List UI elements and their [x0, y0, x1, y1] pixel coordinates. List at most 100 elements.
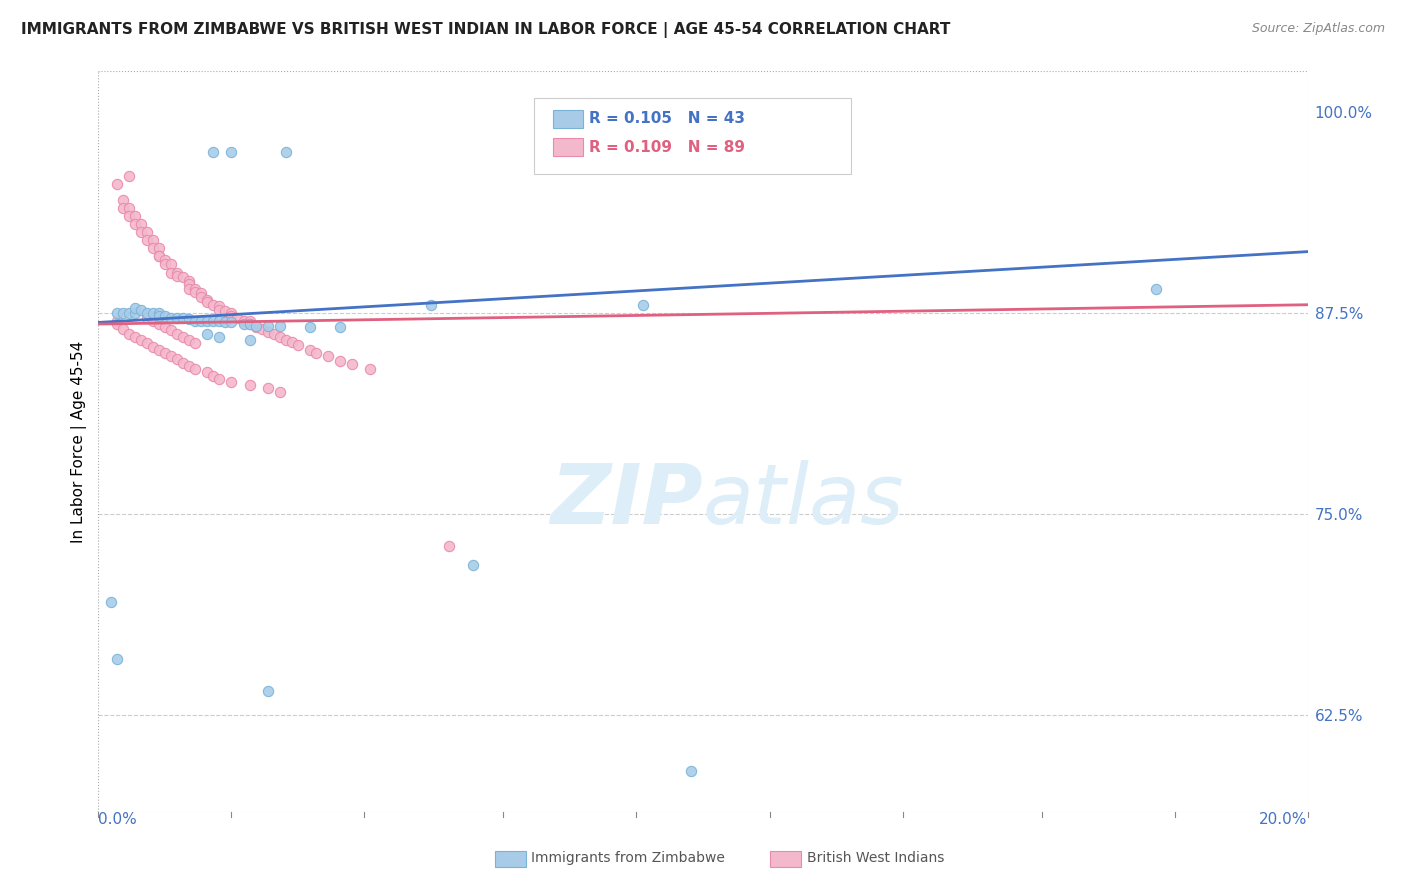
- Point: [148, 309, 170, 323]
- Point: [195, 365, 218, 379]
- Point: [281, 334, 304, 349]
- Point: [124, 330, 146, 344]
- Point: [142, 306, 165, 320]
- Point: [263, 326, 285, 341]
- Point: [142, 241, 165, 255]
- Point: [142, 340, 165, 354]
- Point: [437, 539, 460, 553]
- Point: [190, 286, 212, 301]
- Point: [124, 301, 146, 315]
- Point: [299, 320, 322, 334]
- Text: IMMIGRANTS FROM ZIMBABWE VS BRITISH WEST INDIAN IN LABOR FORCE | AGE 45-54 CORRE: IMMIGRANTS FROM ZIMBABWE VS BRITISH WEST…: [21, 22, 950, 38]
- Point: [160, 323, 183, 337]
- Text: R = 0.105   N = 43: R = 0.105 N = 43: [589, 112, 745, 126]
- Point: [221, 315, 243, 329]
- Point: [135, 225, 157, 239]
- Point: [148, 343, 170, 357]
- Point: [118, 326, 141, 341]
- Point: [239, 317, 262, 331]
- Point: [160, 349, 183, 363]
- Point: [142, 314, 165, 328]
- Point: [118, 201, 141, 215]
- Point: [269, 384, 291, 399]
- Point: [195, 314, 218, 328]
- Point: [256, 684, 278, 698]
- Point: [256, 325, 278, 339]
- Point: [148, 241, 170, 255]
- Point: [184, 336, 207, 351]
- Point: [148, 317, 170, 331]
- Point: [239, 317, 262, 331]
- Point: [305, 346, 328, 360]
- Point: [208, 314, 231, 328]
- Point: [184, 362, 207, 376]
- Point: [135, 233, 157, 247]
- Point: [232, 314, 254, 328]
- Point: [190, 290, 212, 304]
- Text: 20.0%: 20.0%: [1260, 812, 1308, 827]
- Point: [124, 306, 146, 320]
- Point: [239, 378, 262, 392]
- Point: [135, 336, 157, 351]
- Point: [179, 274, 201, 288]
- Point: [118, 169, 141, 183]
- Point: [129, 333, 152, 347]
- Point: [679, 764, 702, 779]
- Point: [148, 249, 170, 263]
- Text: 0.0%: 0.0%: [98, 812, 138, 827]
- Point: [105, 652, 128, 666]
- Point: [172, 356, 194, 370]
- Point: [179, 333, 201, 347]
- Point: [631, 298, 654, 312]
- Point: [239, 314, 262, 328]
- Text: R = 0.109   N = 89: R = 0.109 N = 89: [589, 140, 745, 154]
- Point: [184, 282, 207, 296]
- Point: [329, 320, 352, 334]
- Point: [111, 201, 134, 215]
- Y-axis label: In Labor Force | Age 45-54: In Labor Force | Age 45-54: [72, 341, 87, 542]
- Point: [221, 306, 243, 320]
- Point: [153, 252, 176, 267]
- Point: [245, 320, 267, 334]
- Point: [124, 209, 146, 223]
- Point: [190, 314, 212, 328]
- Text: ZIP: ZIP: [550, 460, 703, 541]
- Text: British West Indians: British West Indians: [807, 851, 945, 865]
- Point: [316, 349, 339, 363]
- Point: [208, 372, 231, 386]
- Point: [172, 330, 194, 344]
- Point: [148, 249, 170, 263]
- Point: [239, 333, 262, 347]
- Point: [153, 346, 176, 360]
- Point: [179, 277, 201, 291]
- Point: [208, 299, 231, 313]
- Point: [135, 306, 157, 320]
- Point: [100, 595, 122, 609]
- Point: [118, 209, 141, 223]
- Point: [256, 318, 278, 333]
- Point: [299, 343, 322, 357]
- Point: [166, 310, 188, 325]
- Text: atlas: atlas: [703, 460, 904, 541]
- Point: [226, 310, 249, 325]
- Point: [129, 302, 152, 317]
- Point: [179, 359, 201, 373]
- Point: [269, 330, 291, 344]
- Point: [153, 309, 176, 323]
- Point: [153, 320, 176, 334]
- Point: [195, 294, 218, 309]
- Point: [111, 322, 134, 336]
- Point: [135, 310, 157, 325]
- Point: [160, 258, 183, 272]
- Point: [184, 314, 207, 328]
- Point: [166, 326, 188, 341]
- Text: Immigrants from Zimbabwe: Immigrants from Zimbabwe: [531, 851, 725, 865]
- Point: [287, 338, 309, 352]
- Point: [179, 282, 201, 296]
- Point: [153, 258, 176, 272]
- Point: [129, 225, 152, 239]
- Point: [111, 193, 134, 207]
- Point: [129, 217, 152, 231]
- Point: [245, 318, 267, 333]
- Point: [221, 375, 243, 389]
